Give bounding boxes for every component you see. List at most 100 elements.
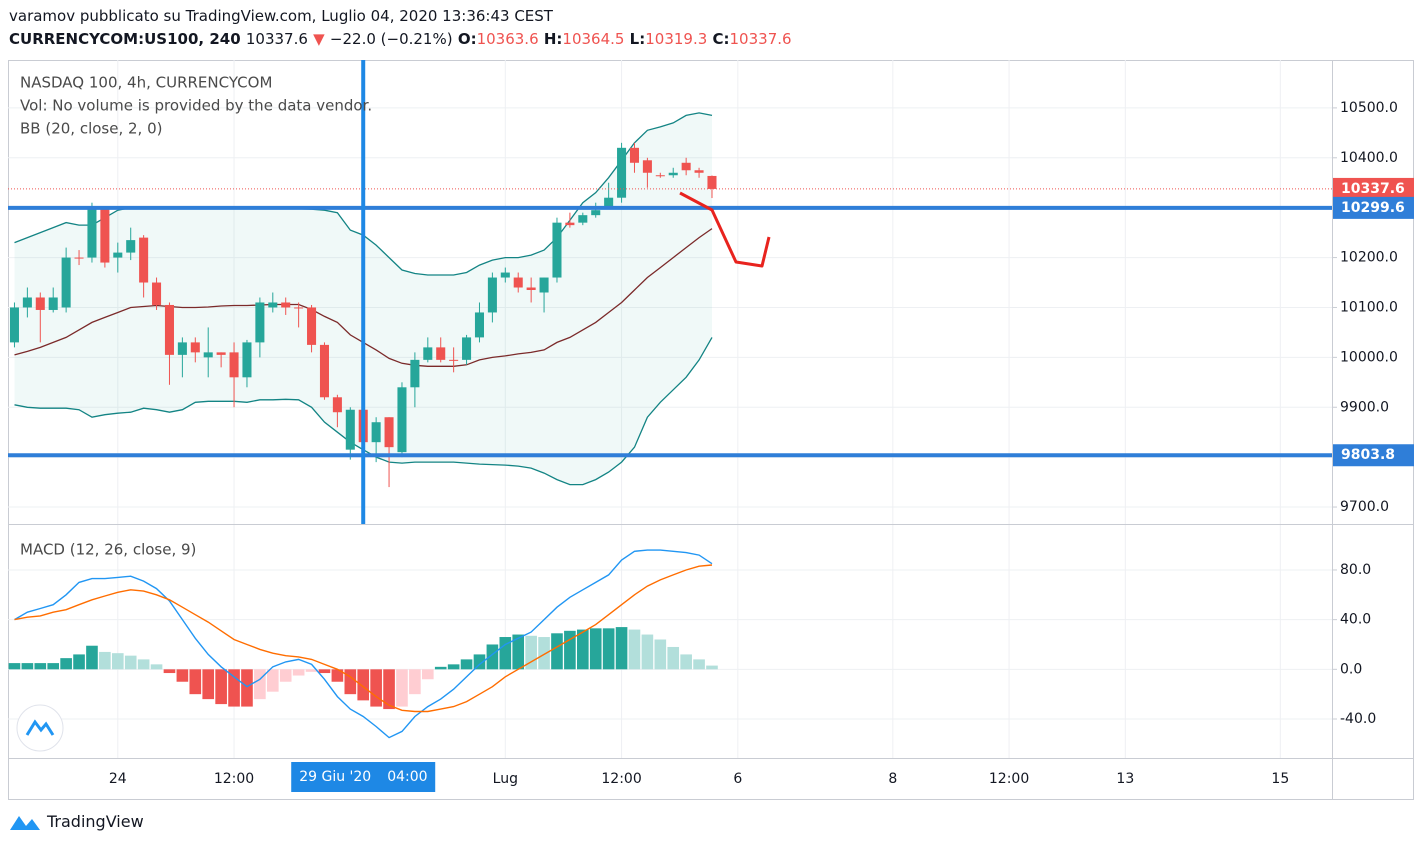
x-tick-label: 8: [888, 771, 897, 787]
histogram-bar: [202, 669, 215, 700]
last-price-label: 10337.6: [1341, 181, 1405, 197]
histogram-bar: [8, 663, 21, 670]
histogram-bar: [279, 669, 292, 682]
candle-body: [294, 307, 304, 309]
macd-line: [14, 549, 713, 739]
histogram-bar: [189, 669, 202, 695]
histogram-bar: [228, 669, 240, 707]
candle-body: [100, 207, 110, 263]
histogram-bar: [176, 669, 189, 682]
candle-body: [22, 297, 32, 308]
candle-body: [397, 387, 407, 453]
histogram-bar: [693, 659, 705, 670]
histogram-bar: [680, 654, 692, 670]
candle-body: [474, 312, 484, 338]
macd-title: MACD (12, 26, close, 9): [20, 541, 196, 559]
y-tick-label: 40.0: [1340, 612, 1371, 628]
candle-body: [113, 252, 123, 258]
histogram-bar: [447, 664, 460, 670]
histogram-bar: [292, 669, 305, 676]
candle-body: [462, 337, 472, 360]
x-tick-label: 12:00: [601, 771, 641, 787]
candle-body: [74, 257, 84, 259]
candle-body: [48, 297, 58, 310]
candle-body: [449, 359, 459, 361]
histogram-bar: [654, 639, 667, 670]
histogram-bar: [473, 654, 486, 670]
histogram-bar: [576, 629, 589, 670]
candle-body: [164, 304, 174, 355]
candle-body: [487, 277, 497, 313]
publish-line: varamov pubblicato su TradingView.com, L…: [9, 7, 553, 25]
candle-body: [268, 302, 278, 308]
histogram-bar: [421, 669, 434, 680]
candle-body: [384, 417, 394, 448]
histogram-bar: [34, 663, 47, 670]
y-tick-label: 9700.0: [1340, 499, 1389, 515]
open-label: O:: [457, 30, 477, 48]
y-tick-label: 0.0: [1340, 661, 1362, 677]
level-tag: [1333, 444, 1414, 467]
x-tick-label: 6: [733, 771, 742, 787]
candle-body: [629, 147, 639, 163]
x-tick-label: Lug: [493, 771, 518, 787]
candle-body: [35, 297, 45, 310]
histogram-bar: [499, 637, 512, 670]
y-tick-label: 80.0: [1340, 562, 1371, 578]
y-tick-label: 9900.0: [1340, 399, 1389, 415]
histogram-bar: [150, 664, 163, 670]
crosshair-tag: [291, 762, 436, 792]
frame: [8, 60, 1414, 800]
candle-body: [513, 277, 523, 288]
low-label: L:: [629, 30, 646, 48]
candle-body: [552, 222, 562, 278]
high-label: H:: [543, 30, 563, 48]
histogram-bar: [99, 651, 111, 670]
histogram-bar: [305, 669, 318, 672]
candle-body: [332, 397, 342, 413]
brand-logo: [10, 816, 40, 830]
quote-line: CURRENCYCOM:US100, 240 10337.6 ▼ −22.0 (…: [9, 30, 792, 48]
candle-body: [190, 342, 200, 353]
y-tick-label: 10200.0: [1340, 250, 1398, 266]
y-tick-label: 10100.0: [1340, 299, 1398, 315]
candle-body: [345, 409, 355, 450]
symbol: CURRENCYCOM:US100, 240: [9, 30, 241, 48]
candle-body: [707, 175, 717, 189]
candle-body: [526, 287, 536, 291]
candle-body: [436, 347, 446, 360]
y-tick-label: 10500.0: [1340, 100, 1398, 116]
candle-body: [565, 222, 575, 226]
candle-body: [9, 307, 19, 343]
histogram-bar: [60, 658, 72, 670]
candle-body: [617, 147, 627, 198]
histogram-bar: [370, 669, 382, 707]
histogram-bar: [551, 633, 563, 670]
last-price-tag: [1333, 177, 1414, 200]
y-tick-label: 10000.0: [1340, 349, 1398, 365]
y-tick-label: -40.0: [1340, 711, 1376, 727]
histogram-bar: [124, 655, 137, 670]
x-tick-label: 13: [1116, 771, 1134, 787]
candle-body: [371, 422, 381, 443]
histogram-bar: [486, 644, 499, 670]
histogram-bar: [357, 669, 370, 701]
histogram-bar: [215, 669, 227, 705]
candle-body: [281, 302, 291, 308]
candle-body: [203, 352, 213, 358]
candle-body: [319, 344, 329, 398]
candle-body: [423, 347, 433, 360]
candle-body: [668, 172, 678, 176]
candle-body: [694, 170, 704, 173]
candle-body: [539, 277, 549, 293]
histogram-bar: [602, 628, 615, 670]
histogram-bar: [383, 669, 395, 710]
down-arrow: ▼: [313, 30, 325, 48]
histogram-bar: [73, 654, 85, 670]
histogram-bar: [512, 634, 525, 670]
publish-info: varamov pubblicato su TradingView.com, L…: [9, 7, 553, 25]
histogram-bar: [667, 646, 680, 670]
candle-body: [229, 352, 239, 378]
